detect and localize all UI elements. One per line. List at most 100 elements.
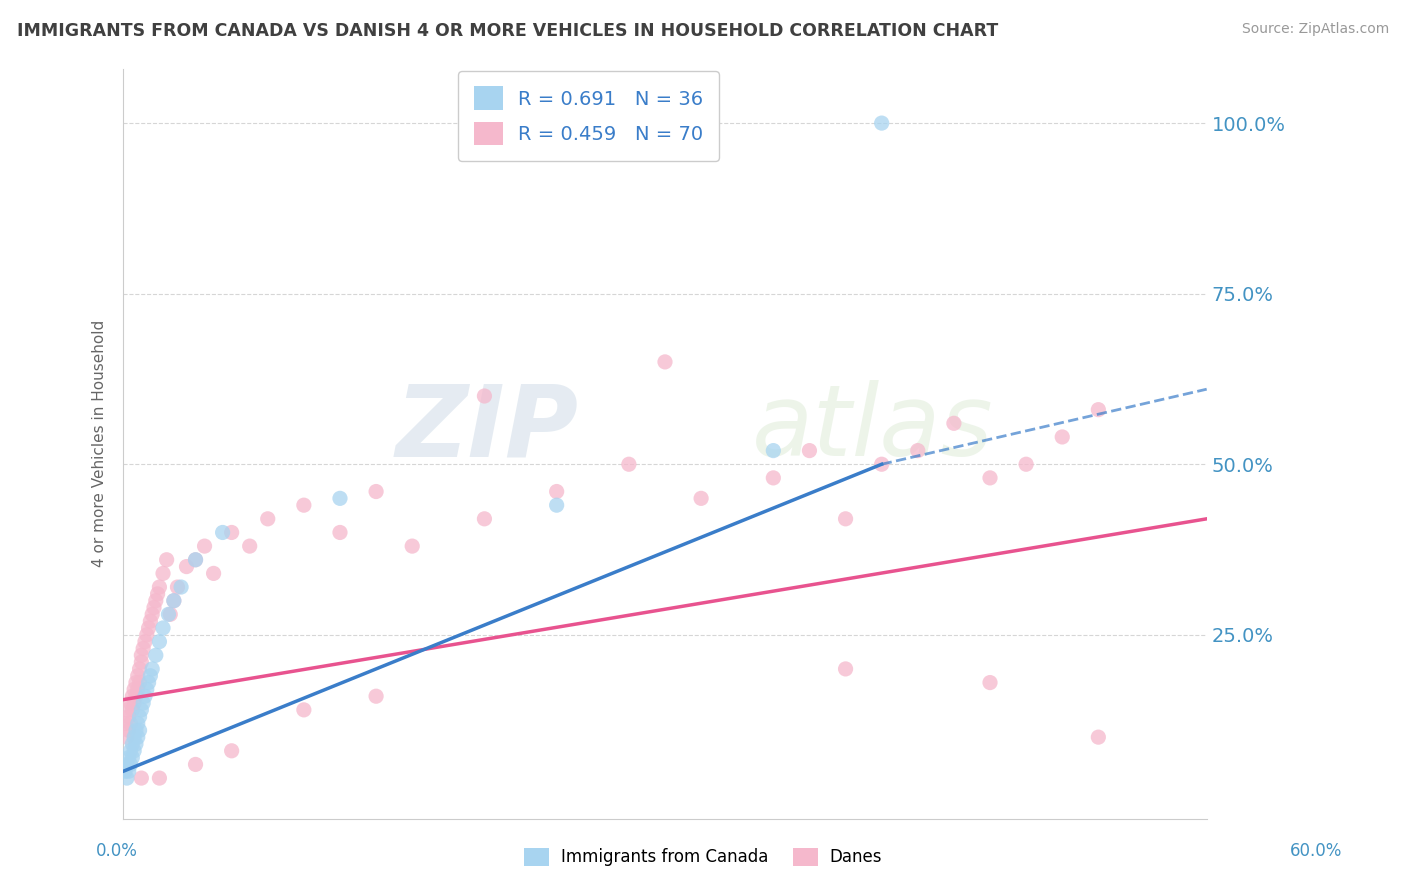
Point bbox=[135, 628, 157, 642]
Point bbox=[221, 744, 243, 758]
Point bbox=[127, 669, 149, 683]
Point bbox=[139, 614, 162, 628]
Point bbox=[125, 675, 148, 690]
Point bbox=[115, 757, 138, 772]
Point bbox=[120, 696, 142, 710]
Point bbox=[654, 355, 676, 369]
Point bbox=[166, 580, 188, 594]
Point bbox=[118, 750, 141, 764]
Point bbox=[1015, 457, 1038, 471]
Point bbox=[184, 553, 207, 567]
Point bbox=[122, 744, 145, 758]
Point bbox=[292, 498, 315, 512]
Point bbox=[184, 757, 207, 772]
Point bbox=[1052, 430, 1074, 444]
Point bbox=[1087, 730, 1109, 744]
Point bbox=[127, 730, 149, 744]
Point bbox=[942, 417, 965, 431]
Point bbox=[329, 525, 352, 540]
Point bbox=[163, 593, 186, 607]
Point bbox=[148, 771, 170, 785]
Point bbox=[125, 723, 148, 738]
Point bbox=[834, 512, 856, 526]
Point bbox=[128, 709, 150, 723]
Point bbox=[128, 723, 150, 738]
Point bbox=[364, 690, 387, 704]
Point bbox=[143, 600, 166, 615]
Point bbox=[152, 621, 174, 635]
Point bbox=[292, 703, 315, 717]
Point bbox=[135, 682, 157, 697]
Point bbox=[156, 553, 179, 567]
Point bbox=[870, 116, 893, 130]
Legend: R = 0.691   N = 36, R = 0.459   N = 70: R = 0.691 N = 36, R = 0.459 N = 70 bbox=[458, 70, 718, 161]
Point bbox=[121, 750, 143, 764]
Point bbox=[132, 641, 155, 656]
Point bbox=[131, 703, 153, 717]
Text: 0.0%: 0.0% bbox=[96, 842, 138, 860]
Point bbox=[690, 491, 713, 506]
Point bbox=[145, 593, 167, 607]
Point bbox=[121, 737, 143, 751]
Point bbox=[221, 525, 243, 540]
Point bbox=[148, 634, 170, 648]
Point bbox=[1087, 402, 1109, 417]
Point bbox=[121, 690, 143, 704]
Point bbox=[128, 675, 150, 690]
Point bbox=[125, 690, 148, 704]
Point bbox=[474, 389, 496, 403]
Point bbox=[118, 764, 141, 779]
Point bbox=[114, 764, 136, 779]
Point bbox=[193, 539, 215, 553]
Point bbox=[120, 744, 142, 758]
Point bbox=[141, 607, 163, 622]
Point bbox=[979, 471, 1001, 485]
Point bbox=[121, 703, 143, 717]
Legend: Immigrants from Canada, Danes: Immigrants from Canada, Danes bbox=[517, 841, 889, 873]
Point bbox=[138, 675, 160, 690]
Point bbox=[125, 737, 148, 751]
Point bbox=[115, 703, 138, 717]
Point bbox=[127, 716, 149, 731]
Point bbox=[256, 512, 278, 526]
Point bbox=[120, 716, 142, 731]
Point bbox=[762, 471, 785, 485]
Point bbox=[115, 730, 138, 744]
Point bbox=[907, 443, 929, 458]
Point bbox=[834, 662, 856, 676]
Point bbox=[128, 662, 150, 676]
Text: atlas: atlas bbox=[752, 380, 993, 477]
Point bbox=[122, 696, 145, 710]
Point bbox=[127, 682, 149, 697]
Point bbox=[148, 580, 170, 594]
Point bbox=[131, 648, 153, 663]
Point bbox=[118, 709, 141, 723]
Point bbox=[157, 607, 180, 622]
Point bbox=[146, 587, 169, 601]
Point bbox=[239, 539, 262, 553]
Y-axis label: 4 or more Vehicles in Household: 4 or more Vehicles in Household bbox=[93, 320, 107, 567]
Text: 60.0%: 60.0% bbox=[1291, 842, 1343, 860]
Point bbox=[131, 771, 153, 785]
Point bbox=[134, 690, 156, 704]
Point bbox=[617, 457, 640, 471]
Point bbox=[163, 593, 186, 607]
Point bbox=[122, 730, 145, 744]
Point bbox=[152, 566, 174, 581]
Point bbox=[184, 553, 207, 567]
Point bbox=[131, 655, 153, 669]
Point bbox=[979, 675, 1001, 690]
Point bbox=[401, 539, 423, 553]
Point bbox=[170, 580, 193, 594]
Point bbox=[202, 566, 225, 581]
Point bbox=[114, 716, 136, 731]
Text: Source: ZipAtlas.com: Source: ZipAtlas.com bbox=[1241, 22, 1389, 37]
Point bbox=[176, 559, 198, 574]
Point bbox=[120, 757, 142, 772]
Point bbox=[799, 443, 821, 458]
Point bbox=[122, 682, 145, 697]
Text: ZIP: ZIP bbox=[395, 380, 578, 477]
Point bbox=[546, 498, 568, 512]
Point bbox=[141, 662, 163, 676]
Point bbox=[134, 634, 156, 648]
